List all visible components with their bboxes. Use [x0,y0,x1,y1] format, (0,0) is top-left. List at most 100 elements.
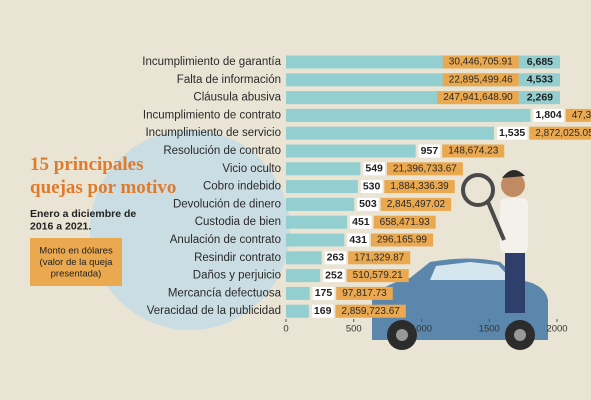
amount-label: 2,859,723.67 [341,306,400,317]
value-label: 451 [352,216,370,228]
category-label: Daños y perjuicio [193,270,281,282]
x-tick-label: 2000 [546,324,567,335]
amount-box [442,73,519,87]
value-label: 2,269 [527,91,553,103]
value-label: 957 [421,145,439,157]
bar [286,269,321,283]
value-label: 549 [365,163,383,175]
category-label: Falta de información [177,74,281,86]
amount-label: 1,884,336.39 [390,181,449,192]
bar [286,126,494,140]
amount-box [529,126,591,140]
amount-label: 658,471.93 [380,217,430,228]
value-label-bg [360,180,383,194]
bar [286,197,355,211]
amount-label: 21,396,733.67 [393,163,457,174]
value-label-bg [312,286,335,300]
value-label: 1,535 [499,127,525,139]
category-label: Vicio oculto [222,163,281,175]
amount-label: 296,165.99 [377,235,427,246]
value-label: 530 [363,180,381,192]
car-illustration [372,258,548,350]
category-label: Anulación de contrato [170,234,281,246]
value-label: 175 [315,287,333,299]
amount-label: 2,872,025.05 [535,128,591,139]
amount-box [442,55,519,69]
value-label-bg [324,251,347,265]
bar [286,215,348,229]
value-label: 169 [314,305,332,317]
x-tick-label: 500 [346,324,362,335]
amount-label: 30,446,705.91 [449,57,513,68]
value-label: 503 [359,198,377,210]
value-label-bg [418,144,441,158]
amount-box [565,108,591,122]
bar [286,304,309,318]
category-label: Incumplimiento de contrato [143,109,281,121]
value-label-bg [311,304,334,318]
value-label-bg [524,91,555,105]
category-label: Cobro indebido [203,181,281,193]
value-label: 6,685 [527,56,553,68]
amount-label: 247,941,648.90 [443,92,513,103]
value-label-bg [496,126,528,140]
amount-box [437,91,519,105]
value-label-bg [347,233,369,247]
bar [286,233,345,247]
x-tick-label: 0 [283,324,288,335]
value-label: 263 [327,252,345,264]
amount-box [370,233,433,247]
category-label: Resolución de contrato [163,145,281,157]
value-label-bg [533,108,564,122]
amount-box [335,304,406,318]
amount-label: 171,329.87 [354,252,404,263]
category-label: Incumplimiento de servicio [145,127,281,139]
value-label-bg [350,215,372,229]
amount-box [348,251,411,265]
category-label: Veracidad de la publicidad [147,305,281,317]
value-label-bg [363,162,385,176]
category-label: Custodia de bien [195,216,281,228]
amount-label: 148,674.23 [448,146,498,157]
bar [286,251,322,265]
amount-label: 97,817.73 [342,288,387,299]
value-label: 1,804 [535,109,561,121]
category-label: Incumplimiento de garantía [142,56,281,68]
note: Monto en dólares (valor de la queja presen… [39,245,113,279]
amount-label: 47,368,232.30 [572,110,591,121]
amount-label: 2,845,497.02 [387,199,446,210]
amount-label: 22,895,499.46 [449,74,513,85]
amount-box [442,144,505,158]
bar [286,180,358,194]
decor-circle [90,130,290,330]
amount-box [380,197,452,211]
value-label-bg [524,55,555,69]
amount-label: 510,579.21 [353,270,403,281]
x-tick-label: 1000 [411,324,432,335]
amount-box [386,162,463,176]
x-tick-label: 1500 [479,324,500,335]
value-label: 4,533 [527,74,553,86]
value-label-bg [323,269,345,283]
category-label: Mercancía defectuosa [168,287,282,299]
subtitle: Enero a diciembre de 2016 a 2021. [30,208,136,233]
value-label-bg [357,197,379,211]
bar [286,162,361,176]
bar [286,144,416,158]
person-illustration [461,169,528,313]
bar [286,108,531,122]
value-label: 431 [349,234,367,246]
amount-box [373,215,436,229]
amount-box [336,286,393,300]
category-label: Devolución de dinero [173,198,281,210]
chart-title: 15 principales quejas por motivo [30,154,176,198]
category-label: Resindir contrato [194,252,281,264]
value-label-bg [524,73,555,87]
amount-box [346,269,409,283]
bar [286,286,310,300]
amount-box [384,180,455,194]
note-box [30,238,122,286]
value-label: 252 [325,269,343,281]
category-label: Cláusula abusiva [193,92,281,104]
